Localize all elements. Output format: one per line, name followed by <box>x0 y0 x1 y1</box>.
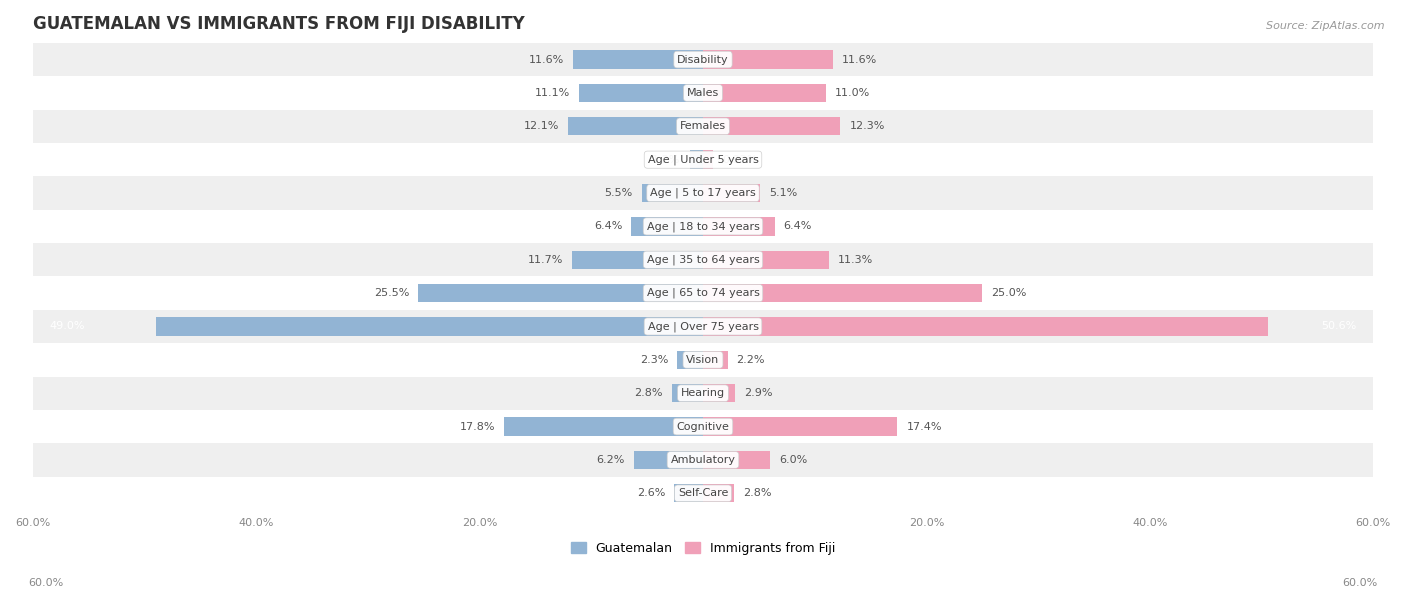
Text: Age | 18 to 34 years: Age | 18 to 34 years <box>647 221 759 231</box>
Text: 11.1%: 11.1% <box>534 88 569 98</box>
Bar <box>505 417 703 436</box>
Bar <box>703 250 830 269</box>
Bar <box>32 43 1374 76</box>
Bar <box>703 317 1268 335</box>
Bar <box>703 184 761 202</box>
Text: 6.0%: 6.0% <box>779 455 807 465</box>
Bar <box>32 143 1374 176</box>
Text: 60.0%: 60.0% <box>1343 578 1378 588</box>
Bar <box>32 243 1374 277</box>
Text: Age | Under 5 years: Age | Under 5 years <box>648 154 758 165</box>
Text: 1.2%: 1.2% <box>652 155 681 165</box>
Bar <box>32 210 1374 243</box>
Text: 6.4%: 6.4% <box>783 222 811 231</box>
Bar <box>32 376 1374 410</box>
Bar <box>32 176 1374 210</box>
Bar <box>703 217 775 236</box>
Bar <box>678 351 703 369</box>
Bar <box>703 84 825 102</box>
Text: 2.3%: 2.3% <box>640 355 668 365</box>
Text: 25.5%: 25.5% <box>374 288 409 298</box>
Text: 11.7%: 11.7% <box>529 255 564 265</box>
Text: 60.0%: 60.0% <box>28 578 63 588</box>
Text: Self-Care: Self-Care <box>678 488 728 498</box>
Legend: Guatemalan, Immigrants from Fiji: Guatemalan, Immigrants from Fiji <box>565 537 841 560</box>
Text: Males: Males <box>688 88 718 98</box>
Bar <box>32 277 1374 310</box>
Text: 11.0%: 11.0% <box>835 88 870 98</box>
Text: Age | 5 to 17 years: Age | 5 to 17 years <box>650 188 756 198</box>
Text: GUATEMALAN VS IMMIGRANTS FROM FIJI DISABILITY: GUATEMALAN VS IMMIGRANTS FROM FIJI DISAB… <box>32 15 524 33</box>
Text: Age | 35 to 64 years: Age | 35 to 64 years <box>647 255 759 265</box>
Text: 2.8%: 2.8% <box>634 388 662 398</box>
Bar <box>32 76 1374 110</box>
Text: 25.0%: 25.0% <box>991 288 1026 298</box>
Text: 11.3%: 11.3% <box>838 255 873 265</box>
Text: Disability: Disability <box>678 54 728 65</box>
Text: 11.6%: 11.6% <box>529 54 564 65</box>
Bar <box>32 343 1374 376</box>
Text: 2.9%: 2.9% <box>744 388 773 398</box>
Text: 6.2%: 6.2% <box>596 455 624 465</box>
Text: 2.2%: 2.2% <box>737 355 765 365</box>
Text: 5.1%: 5.1% <box>769 188 797 198</box>
Text: 50.6%: 50.6% <box>1322 321 1357 332</box>
Bar <box>568 117 703 135</box>
Bar <box>641 184 703 202</box>
Text: 2.8%: 2.8% <box>744 488 772 498</box>
Bar <box>32 410 1374 443</box>
Bar <box>703 284 983 302</box>
Bar <box>673 484 703 502</box>
Text: Cognitive: Cognitive <box>676 422 730 431</box>
Bar <box>572 250 703 269</box>
Bar <box>156 317 703 335</box>
Bar <box>32 110 1374 143</box>
Text: 0.92%: 0.92% <box>723 155 758 165</box>
Bar <box>579 84 703 102</box>
Text: Age | Over 75 years: Age | Over 75 years <box>648 321 758 332</box>
Text: Age | 65 to 74 years: Age | 65 to 74 years <box>647 288 759 299</box>
Text: 6.4%: 6.4% <box>595 222 623 231</box>
Bar <box>703 151 713 169</box>
Text: 2.6%: 2.6% <box>637 488 665 498</box>
Bar <box>418 284 703 302</box>
Text: 17.8%: 17.8% <box>460 422 495 431</box>
Bar <box>703 50 832 69</box>
Text: Ambulatory: Ambulatory <box>671 455 735 465</box>
Bar <box>703 417 897 436</box>
Text: 17.4%: 17.4% <box>907 422 942 431</box>
Text: Source: ZipAtlas.com: Source: ZipAtlas.com <box>1267 21 1385 31</box>
Text: Females: Females <box>681 121 725 132</box>
Bar <box>703 451 770 469</box>
Text: Vision: Vision <box>686 355 720 365</box>
Bar <box>703 351 727 369</box>
Text: 5.5%: 5.5% <box>605 188 633 198</box>
Bar <box>634 451 703 469</box>
Bar <box>574 50 703 69</box>
Text: 11.6%: 11.6% <box>842 54 877 65</box>
Text: 12.1%: 12.1% <box>523 121 558 132</box>
Bar <box>703 484 734 502</box>
Bar <box>689 151 703 169</box>
Bar <box>672 384 703 402</box>
Text: Hearing: Hearing <box>681 388 725 398</box>
Bar <box>32 477 1374 510</box>
Bar <box>631 217 703 236</box>
Bar <box>32 310 1374 343</box>
Text: 49.0%: 49.0% <box>49 321 84 332</box>
Bar <box>703 384 735 402</box>
Bar <box>703 117 841 135</box>
Bar <box>32 443 1374 477</box>
Text: 12.3%: 12.3% <box>849 121 884 132</box>
